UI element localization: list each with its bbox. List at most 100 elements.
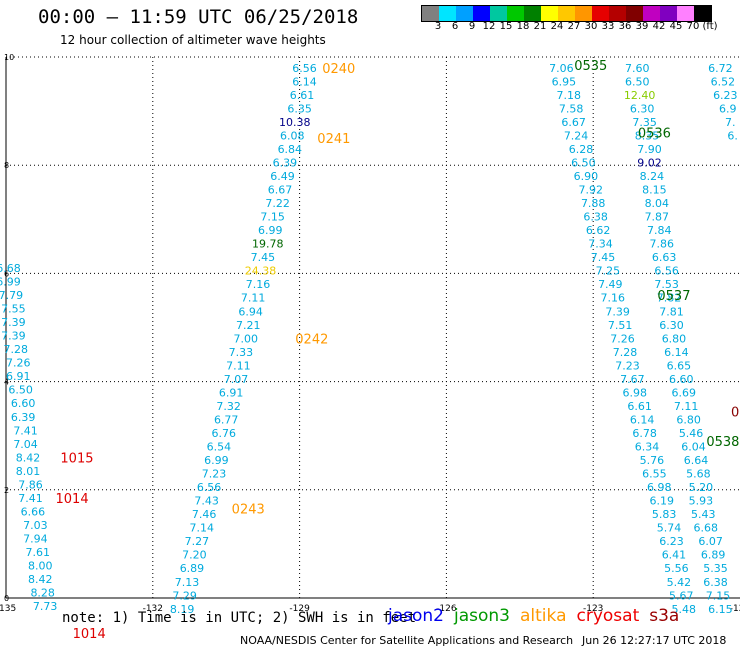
wave-height-value: 6.60 xyxy=(669,373,694,386)
wave-height-value: 6.64 xyxy=(684,454,709,467)
wave-height-value: 7.28 xyxy=(613,346,638,359)
color-scale-label: 27 xyxy=(567,21,581,32)
wave-height-value: 6.95 xyxy=(552,75,577,88)
wave-height-value: 7.26 xyxy=(610,332,635,345)
wave-height-value: 7.49 xyxy=(598,278,623,291)
wave-height-value: 7.88 xyxy=(581,197,606,210)
x-tick-label: -126 xyxy=(436,604,457,614)
wave-height-value: 6.08 xyxy=(280,129,305,142)
wave-height-value: 6.84 xyxy=(278,143,303,156)
y-tick-label: 2 xyxy=(4,486,9,495)
wave-height-value: 7.92 xyxy=(579,184,604,197)
wave-height-value: 8.42 xyxy=(28,573,53,586)
wave-height-value: 7.41 xyxy=(13,424,38,437)
wave-height-value: 5.93 xyxy=(689,495,714,508)
wave-height-value: 10.38 xyxy=(279,116,311,129)
color-swatch xyxy=(643,6,660,21)
wave-height-value: 7. xyxy=(725,116,736,129)
pass-time-label: 1015 xyxy=(60,451,93,466)
wave-height-value: 6.23 xyxy=(659,535,684,548)
wave-height-value: 6.39 xyxy=(273,156,298,169)
satellite-legend-item: s3a xyxy=(649,606,680,626)
wave-height-value: 7.25 xyxy=(596,265,621,278)
footer-timestamp: Jun 26 12:27:17 UTC 2018 xyxy=(582,634,727,647)
wave-height-value: 6.91 xyxy=(219,386,244,399)
wave-height-value: 7.04 xyxy=(13,438,38,451)
wave-height-value: 7.61 xyxy=(26,546,51,559)
wave-height-value: 6.14 xyxy=(292,75,317,88)
color-scale-label: 15 xyxy=(499,21,513,32)
wave-height-value: 5.56 xyxy=(664,562,689,575)
color-swatch xyxy=(473,6,490,21)
wave-height-value: 5.43 xyxy=(691,508,716,521)
wave-height-value: 6.38 xyxy=(583,211,608,224)
color-scale-labels: 3 6 9 12 15 18 21 24 27 30 33 36 39 42 45 70 (ft) xyxy=(421,21,740,35)
color-scale-label: 3 xyxy=(434,21,442,32)
wave-height-value: 7.29 xyxy=(172,589,197,602)
wave-height-value: 7.23 xyxy=(202,468,227,481)
footer-organization: NOAA/NESDIS Center for Satellite Applica… xyxy=(240,634,574,647)
satellite-legend-item: jason2 xyxy=(388,606,444,626)
wave-height-value: 7.43 xyxy=(194,495,219,508)
wave-height-value: 8.42 xyxy=(16,451,41,464)
color-swatch xyxy=(694,6,711,21)
pass-time-label: 0242 xyxy=(295,332,328,347)
color-swatch xyxy=(422,6,439,21)
wave-height-value: 7.33 xyxy=(229,346,254,359)
x-tick-label: -123 xyxy=(583,604,603,614)
color-scale-label: 33 xyxy=(601,21,615,32)
wave-height-value: 6.77 xyxy=(214,413,239,426)
wave-height-value: 6.99 xyxy=(0,276,21,289)
pass-time-label: 0241 xyxy=(317,132,350,147)
wave-height-value: 7.39 xyxy=(605,305,630,318)
wave-height-value: 7.45 xyxy=(591,251,616,264)
color-scale-label: 30 xyxy=(584,21,598,32)
wave-height-value: 6.89 xyxy=(180,562,205,575)
wave-height-value: 6.94 xyxy=(238,305,263,318)
pass-time-label: 1014 xyxy=(73,627,106,642)
wave-height-value: 6.23 xyxy=(713,89,738,102)
wave-height-value: 6.89 xyxy=(701,549,726,562)
color-scale-label: 9 xyxy=(468,21,476,32)
wave-height-value: 8.00 xyxy=(28,560,53,573)
wave-height-value: 6.19 xyxy=(649,495,674,508)
wave-height-value: 7.94 xyxy=(23,532,48,545)
wave-height-value: 6.78 xyxy=(632,427,657,440)
wave-height-value: 7.18 xyxy=(556,89,581,102)
wave-height-value: 6.68 xyxy=(0,262,21,275)
pass-time-label: 0537 xyxy=(657,289,690,304)
color-swatch xyxy=(609,6,626,21)
color-swatch xyxy=(439,6,456,21)
wave-height-value: 7.15 xyxy=(706,589,731,602)
wave-height-value: 6.56 xyxy=(197,481,222,494)
wave-height-value: 7.45 xyxy=(251,251,276,264)
wave-height-value: 7.41 xyxy=(18,492,43,505)
wave-height-value: 6.15 xyxy=(708,603,733,616)
wave-height-value: 8.15 xyxy=(642,184,667,197)
wave-height-value: 7.86 xyxy=(18,478,43,491)
wave-height-value: 7.73 xyxy=(33,600,58,613)
wave-height-value: 7.55 xyxy=(1,303,26,316)
wave-height-value: 6.68 xyxy=(693,522,718,535)
wave-height-value: 7.27 xyxy=(185,535,210,548)
color-scale-label: 39 xyxy=(635,21,649,32)
pass-time-label: 1014 xyxy=(56,492,89,507)
wave-height-value: 7.79 xyxy=(0,289,23,302)
wave-height-value: 7.84 xyxy=(647,224,672,237)
pass-time-label: 0 xyxy=(731,405,739,420)
x-tick-label: -129 xyxy=(289,604,310,614)
wave-height-value: 7.87 xyxy=(645,211,670,224)
wave-height-value: 8.01 xyxy=(16,465,41,478)
wave-height-value: 8.19 xyxy=(170,603,195,616)
wave-height-value: 7.82 xyxy=(657,292,682,305)
wave-height-value: 6.55 xyxy=(642,468,667,481)
wave-height-value: 7.39 xyxy=(1,330,26,343)
pass-time-label: 0240 xyxy=(322,62,355,77)
wave-height-value: 7.11 xyxy=(226,359,251,372)
color-scale-label: 24 xyxy=(550,21,564,32)
pass-time-label: 0535 xyxy=(574,59,607,74)
color-scale-label: 21 xyxy=(533,21,547,32)
x-tick-label: -132 xyxy=(143,604,163,614)
x-tick-label: -120 xyxy=(730,604,740,614)
wave-height-value: 24.38 xyxy=(245,265,277,278)
